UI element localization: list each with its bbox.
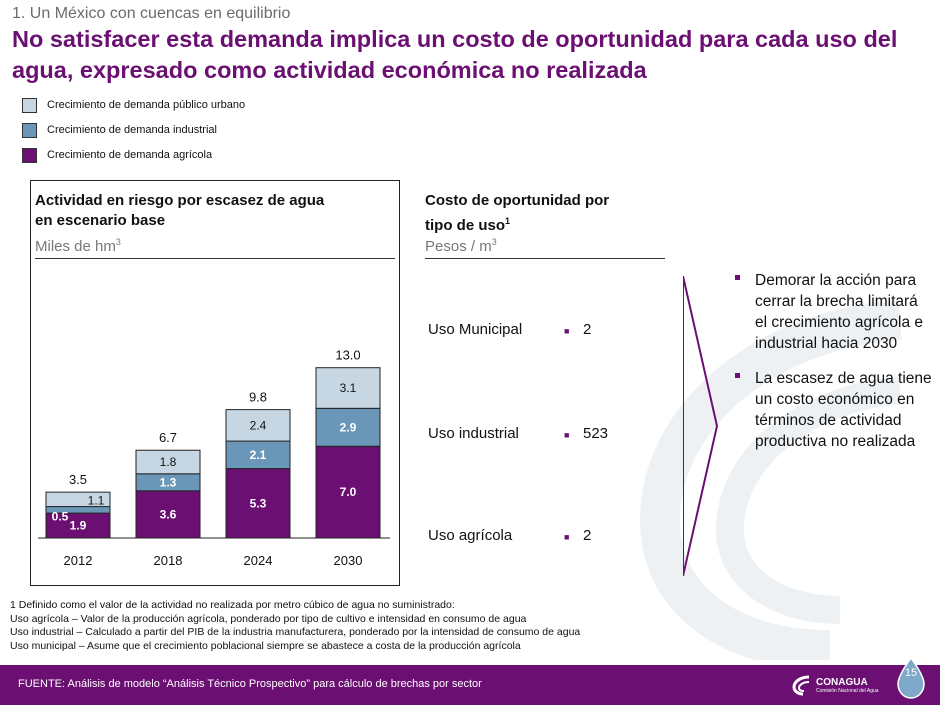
x-tick-label-2024: 2024	[244, 553, 273, 568]
cost-title-rule	[425, 258, 665, 259]
legend-item-agricola: Crecimiento de demanda agrícola	[22, 147, 212, 163]
data-label-2030-urbano: 3.1	[340, 381, 357, 395]
data-label-2012-agricola: 1.9	[70, 519, 87, 533]
x-tick-label-2030: 2030	[334, 553, 363, 568]
chart-title: Actividad en riesgo por escasez de agua …	[35, 191, 324, 231]
cost-panel-title: Costo de oportunidad por tipo de uso1	[425, 191, 609, 236]
cost-title-line1: Costo de oportunidad por	[425, 192, 610, 209]
chart-frame	[30, 180, 400, 586]
data-label-2030-industrial: 2.9	[340, 420, 357, 434]
data-label-2030-agricola: 7.0	[340, 485, 357, 499]
cost-unit-sup: 3	[491, 237, 497, 247]
bar-segment-2018-urbano	[135, 449, 201, 475]
data-label-2012-industrial: 0.5	[52, 510, 69, 524]
bar-segment-2012-urbano	[45, 491, 111, 508]
cost-unit: Pesos / m3	[425, 237, 497, 255]
section-kicker: 1. Un México con cuencas en equilibrio	[12, 5, 291, 22]
chart-title-rule	[35, 258, 395, 259]
cost-unit-text: Pesos / m	[425, 238, 492, 255]
legend-item-industrial: Crecimiento de demanda industrial	[22, 122, 217, 138]
chart-unit-sup: 3	[115, 237, 121, 247]
legend-swatch-industrial	[22, 122, 37, 138]
legend-label-urbano: Crecimiento de demanda público urbano	[47, 99, 246, 111]
total-label-2018: 6.7	[159, 430, 177, 445]
cost-title-line2-text: tipo de uso	[425, 217, 505, 234]
bar-segment-2024-industrial	[225, 440, 291, 470]
page-title: No satisfacer esta demanda implica un co…	[12, 26, 898, 83]
cost-row-municipal-value: ■ 2	[564, 321, 624, 338]
water-drop-icon	[897, 657, 925, 699]
bullet-icon	[735, 275, 740, 280]
total-label-2024: 9.8	[249, 390, 267, 405]
footnote-line: Uso industrial – Calculado a partir del …	[10, 626, 581, 638]
watermark-logo	[639, 300, 902, 660]
stacked-bar-chart: 1.90.5 1.13.5 2012 3.6 1.3 1.8 6.7 2018 5.3 2.1 2.…	[38, 348, 390, 568]
data-label-2012-urbano: 1.1	[88, 493, 105, 507]
data-label-2018-agricola: 3.6	[160, 507, 177, 521]
legend-label-industrial: Crecimiento de demanda industrial	[47, 124, 217, 136]
data-label-2024-urbano: 2.4	[250, 418, 267, 432]
cost-value-industrial: 523	[583, 425, 609, 442]
x-tick-label-2012: 2012	[64, 553, 93, 568]
data-label-2024-industrial: 2.1	[250, 448, 267, 462]
footnotes: 1 Definido como el valor de la actividad…	[10, 599, 580, 653]
chart-title-line2: en escenario base	[35, 212, 166, 229]
legend-item-urbano: Crecimiento de demanda público urbano	[22, 97, 245, 113]
footnote-line: 1 Definido como el valor de la actividad…	[10, 599, 455, 611]
bar-segment-2030-industrial	[315, 407, 381, 447]
bar-segment-2024-agricola	[225, 468, 291, 539]
bar-segment-2030-urbano	[315, 367, 381, 409]
legend-label-agricola: Crecimiento de demanda agrícola	[47, 149, 213, 161]
data-label-2018-urbano: 1.8	[160, 455, 177, 469]
takeaway-item: La escasez de agua tiene un costo económ…	[735, 368, 933, 452]
x-tick-label-2018: 2018	[154, 553, 183, 568]
conagua-logo: CONAGUA Comisión Nacional del Agua	[790, 672, 879, 698]
footnote-line: Uso agrícola – Valor de la producción ag…	[10, 612, 527, 625]
logo-subtext: Comisión Nacional del Agua	[816, 687, 879, 694]
chart-unit: Miles de hm3	[35, 237, 121, 255]
takeaway-text: La escasez de agua tiene un costo económ…	[755, 370, 932, 450]
bar-segment-2030-agricola	[315, 445, 381, 539]
chart-title-line1: Actividad en riesgo por escasez de agua	[35, 192, 325, 209]
takeaway-item: Demorar la acción para cerrar la brecha …	[735, 270, 933, 354]
data-label-2018-industrial: 1.3	[160, 475, 177, 489]
total-label-2012: 3.5	[69, 472, 87, 487]
bullet-icon: ■	[564, 430, 570, 440]
bullet-icon	[735, 373, 740, 378]
takeaways-list: Demorar la acción para cerrar la brecha …	[735, 270, 933, 466]
logo-text: CONAGUA	[816, 676, 868, 688]
footer-bar: FUENTE: Análisis de modelo “Análisis Téc…	[0, 665, 940, 705]
cost-title-sup: 1	[505, 216, 511, 226]
page-number: 15	[904, 667, 918, 679]
cost-row-agricola-value: ■ 2	[564, 527, 624, 544]
cost-row-industrial-value: ■ 523	[564, 425, 624, 442]
takeaway-text: Demorar la acción para cerrar la brecha …	[755, 272, 923, 352]
cost-value-agricola: 2	[583, 527, 592, 544]
footnote-line: Uso municipal – Asume que el crecimiento…	[10, 639, 521, 652]
total-label-2030: 13.0	[335, 348, 360, 363]
data-label-2024-agricola: 5.3	[250, 496, 267, 510]
chevron-arrow-icon	[683, 276, 719, 576]
cost-value-municipal: 2	[583, 321, 592, 338]
bar-segment-2024-urbano	[225, 409, 291, 442]
bar-segment-2012-agricola	[45, 512, 111, 539]
cost-row-industrial-label: Uso industrial	[428, 425, 519, 442]
cost-row-agricola-label: Uso agrícola	[428, 527, 513, 544]
legend-swatch-urbano	[22, 97, 37, 113]
legend-swatch-agricola	[22, 147, 37, 163]
chart-unit-text: Miles de hm	[35, 238, 116, 255]
bullet-icon: ■	[564, 326, 570, 336]
cost-row-municipal-label: Uso Municipal	[428, 321, 523, 338]
cost-title-line2: tipo de uso1	[425, 211, 609, 236]
bullet-icon: ■	[564, 532, 570, 542]
conagua-logo-icon	[792, 675, 810, 696]
source-note: FUENTE: Análisis de modelo “Análisis Téc…	[18, 678, 482, 690]
